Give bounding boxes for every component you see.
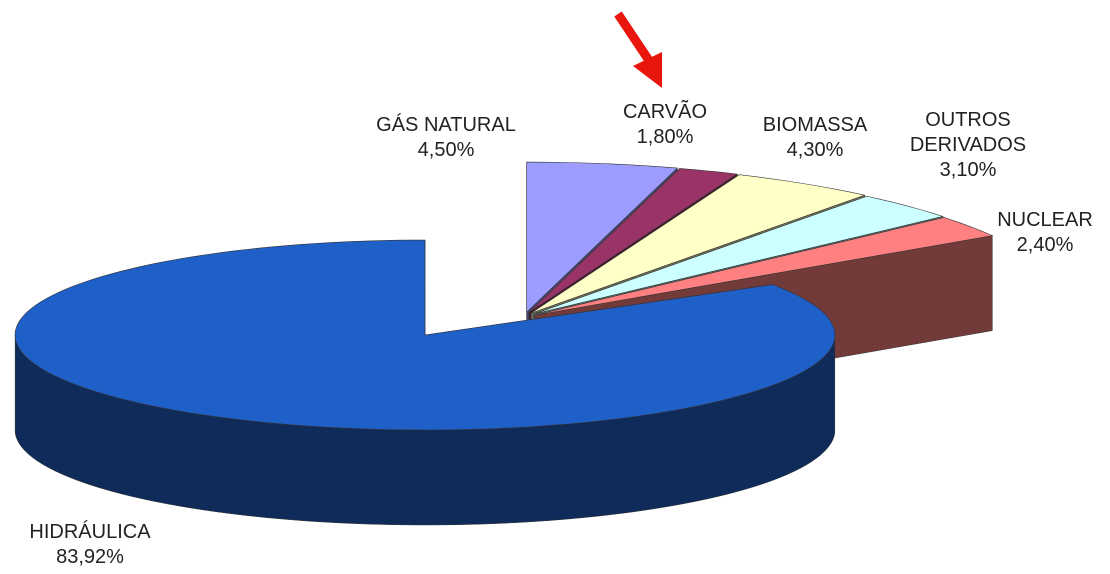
pie: [14, 161, 994, 526]
slice: [528, 168, 739, 313]
arrow-shaft: [614, 11, 654, 65]
value-label: 4,30%: [786, 139, 844, 161]
slice: [534, 217, 994, 316]
slice: [533, 195, 944, 315]
category-label: CARVÃO: [622, 101, 708, 123]
slice: [526, 161, 679, 313]
slice-label: HIDRÁULICA 83,92%: [0, 520, 180, 570]
slice-label: OUTROS DERIVADOS 3,10%: [888, 108, 1048, 183]
slice-label: GÁS NATURAL 4,50%: [336, 113, 556, 163]
category-label: BIOMASSA: [762, 114, 868, 136]
category-label: GÁS NATURAL: [376, 114, 516, 136]
slice: [14, 239, 836, 431]
arrow: [614, 11, 662, 88]
value-label: 3,10%: [939, 159, 997, 181]
slice: [530, 174, 866, 314]
slice-label: BIOMASSA 4,30%: [735, 113, 895, 163]
slice-label: CARVÃO 1,80%: [585, 100, 745, 150]
arrow-head: [633, 52, 662, 88]
value-label: 83,92%: [56, 546, 124, 568]
value-label: 1,80%: [636, 126, 694, 148]
value-label: 2,40%: [1016, 234, 1074, 256]
category-label: HIDRÁULICA: [29, 521, 151, 543]
category-label: OUTROS DERIVADOS: [909, 109, 1027, 156]
slice-label: NUCLEAR 2,40%: [970, 208, 1110, 258]
value-label: 4,50%: [417, 139, 475, 161]
category-label: NUCLEAR: [997, 209, 1093, 231]
